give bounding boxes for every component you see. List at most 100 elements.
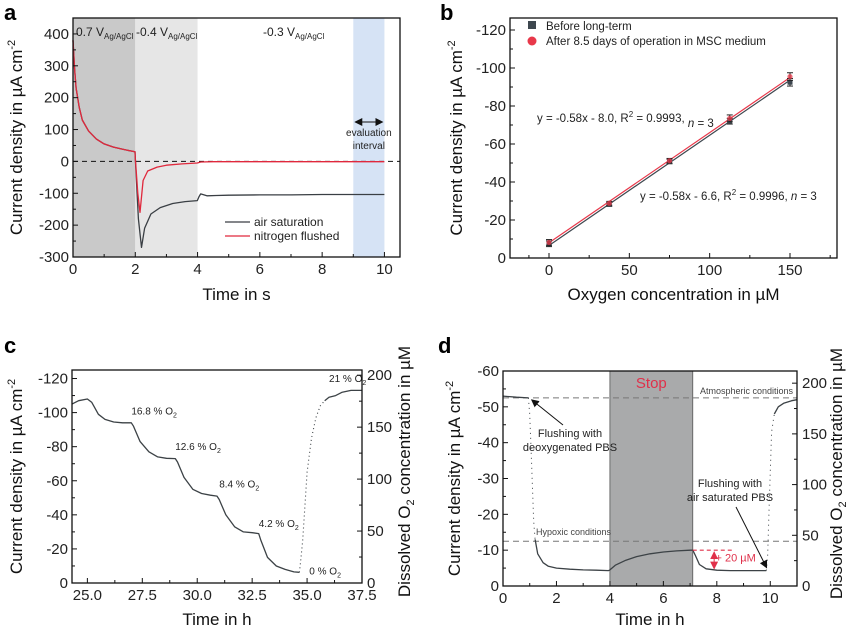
data-point-before bbox=[787, 79, 793, 85]
y-tick-label: -60 bbox=[484, 136, 506, 153]
y-tick-label: -20 bbox=[477, 506, 499, 523]
step-annotation: 4.2 % O2 bbox=[259, 519, 299, 532]
x-tick-label: 32.5 bbox=[238, 587, 267, 604]
fit-equation-after: y = -0.58x - 8.0, R2 = 0.9993, n = 3 bbox=[537, 110, 714, 130]
plot-frame bbox=[71, 369, 363, 584]
y-tick-label: -40 bbox=[477, 435, 499, 452]
x-tick-label: 35.0 bbox=[292, 587, 321, 604]
step-annotation: 12.6 % O2 bbox=[175, 442, 221, 455]
y2-axis-label: Dissolved O2 concentration in µM bbox=[395, 346, 417, 597]
y-tick-label: -80 bbox=[46, 439, 68, 456]
y2-tick-label: 150 bbox=[802, 426, 827, 443]
step-annotation: 16.8 % O2 bbox=[131, 406, 177, 419]
y-tick-label: -40 bbox=[484, 174, 506, 191]
x-tick-label: 6 bbox=[256, 261, 264, 278]
y-tick-label: -40 bbox=[46, 507, 68, 524]
y2-tick-label: 150 bbox=[367, 419, 392, 436]
region-label-0: 0.7 VAg/AgCl bbox=[76, 25, 134, 41]
legend-label-after: After 8.5 days of operation in MSC mediu… bbox=[546, 36, 766, 48]
x-tick-label: 8 bbox=[318, 261, 326, 278]
y2-tick-label: 0 bbox=[367, 575, 375, 592]
x-axis-label: Time in h bbox=[182, 610, 251, 629]
reference-label-hypoxic: Hypoxic conditions bbox=[536, 527, 612, 537]
fit-equation-before: y = -0.58x - 6.6, R2 = 0.9996, n = 3 bbox=[640, 188, 817, 203]
plot-frame bbox=[509, 17, 838, 259]
legend-label-before: Before long-term bbox=[546, 21, 632, 33]
series-nitrogen-flushed bbox=[72, 40, 385, 214]
series-current-density-recovery bbox=[324, 389, 362, 402]
panel-c-chart: 16.8 % O2 12.6 % O2 8.4 % O2 4.2 % O2 0 % O2… bbox=[6, 346, 417, 629]
series-current-density bbox=[502, 395, 529, 399]
y2-tick-label: 0 bbox=[802, 578, 810, 595]
y-tick-label: 0 bbox=[60, 575, 68, 592]
y-tick-label: -60 bbox=[477, 363, 499, 380]
plot-frame bbox=[72, 17, 401, 258]
region-0 bbox=[73, 18, 136, 257]
legend-marker-before bbox=[528, 21, 536, 29]
series-current-density-drop bbox=[527, 397, 536, 540]
y-tick-label: -120 bbox=[476, 22, 506, 39]
x-tick-label: 150 bbox=[777, 262, 802, 279]
y-tick-label: -300 bbox=[39, 249, 69, 266]
y-tick-label: 0 bbox=[61, 153, 69, 170]
x-axis-label: Time in h bbox=[615, 610, 684, 629]
delta-label: + 20 µM bbox=[715, 553, 755, 565]
x-tick-label: 30.0 bbox=[183, 587, 212, 604]
x-tick-label: 2 bbox=[552, 590, 560, 607]
step-annotation: 0 % O2 bbox=[309, 566, 341, 579]
legend-marker-after bbox=[527, 36, 537, 46]
y-axis-label: Current density in µA cm-2 bbox=[446, 40, 466, 235]
y-tick-label: -120 bbox=[38, 371, 68, 388]
x-tick-label: 100 bbox=[697, 262, 722, 279]
y-tick-label: -10 bbox=[477, 542, 499, 559]
x-tick-label: 4 bbox=[606, 590, 614, 607]
data-point-after bbox=[727, 115, 733, 121]
x-tick-label: 0 bbox=[545, 262, 553, 279]
y-tick-label: -100 bbox=[38, 405, 68, 422]
legend-label: air saturation bbox=[254, 215, 323, 229]
y-tick-label: 0 bbox=[491, 578, 499, 595]
x-tick-label: 6 bbox=[659, 590, 667, 607]
evaluation-interval-label: interval bbox=[353, 141, 385, 152]
annotation-arrow-air-saturated bbox=[735, 506, 768, 569]
region-3 bbox=[353, 18, 385, 257]
x-tick-label: 37.5 bbox=[347, 587, 376, 604]
y-tick-label: 400 bbox=[44, 26, 69, 43]
panel-label-a: a bbox=[4, 0, 17, 25]
y-tick-label: 100 bbox=[44, 122, 69, 139]
x-axis-label: Time in s bbox=[202, 285, 270, 304]
x-tick-label: 4 bbox=[193, 261, 201, 278]
y-tick-label: -60 bbox=[46, 473, 68, 490]
annotation-arrow-deoxygenated bbox=[530, 399, 564, 426]
x-axis-label: Oxygen concentration in µM bbox=[567, 285, 779, 304]
data-point-after bbox=[787, 73, 793, 80]
x-tick-label: 0 bbox=[499, 590, 507, 607]
y-tick-label: -30 bbox=[477, 471, 499, 488]
panel-label-d: d bbox=[438, 333, 451, 358]
series-current-density bbox=[71, 398, 300, 573]
y2-tick-label: 100 bbox=[367, 471, 392, 488]
y-axis-label: Current density in µA cm-2 bbox=[444, 381, 464, 576]
annotation-air-saturated: Flushing with bbox=[698, 478, 762, 490]
y2-tick-label: 50 bbox=[367, 523, 384, 540]
y-tick-label: 200 bbox=[44, 90, 69, 107]
panel-label-c: c bbox=[4, 333, 16, 358]
region-1 bbox=[135, 18, 198, 257]
y-tick-label: -200 bbox=[39, 217, 69, 234]
panel-b-chart: y = -0.58x - 8.0, R2 = 0.9993, n = 3 y = … bbox=[446, 17, 838, 304]
step-annotation: 21 % O2 bbox=[329, 374, 366, 387]
x-tick-label: 25.0 bbox=[73, 587, 102, 604]
data-point-after bbox=[666, 158, 673, 164]
evaluation-interval-label: evaluation bbox=[346, 128, 392, 139]
y-tick-label: -20 bbox=[484, 212, 506, 229]
y2-tick-label: 50 bbox=[802, 527, 819, 544]
legend-label: nitrogen flushed bbox=[254, 229, 339, 243]
reference-label-atmospheric: Atmospheric conditions bbox=[700, 386, 794, 396]
y2-tick-label: 200 bbox=[802, 375, 827, 392]
y-tick-label: -100 bbox=[39, 185, 69, 202]
y-tick-label: -20 bbox=[46, 541, 68, 558]
panel-label-b: b bbox=[440, 0, 453, 25]
data-point-after bbox=[546, 239, 552, 246]
y-tick-label: 300 bbox=[44, 58, 69, 75]
